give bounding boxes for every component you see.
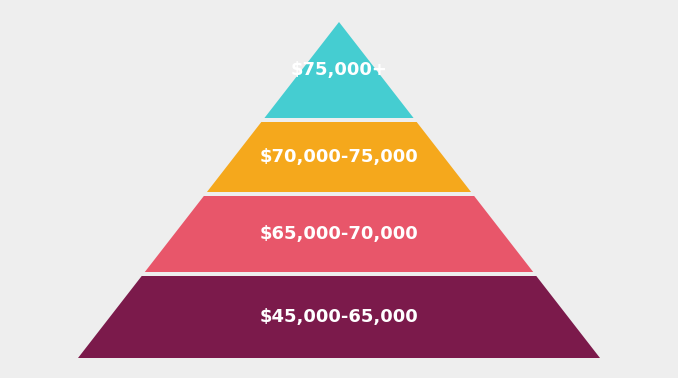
Polygon shape [78,276,600,358]
Polygon shape [207,122,471,192]
Polygon shape [264,22,414,118]
Text: $70,000-75,000: $70,000-75,000 [260,148,418,166]
Text: $75,000+: $75,000+ [291,61,387,79]
Polygon shape [145,196,533,272]
Text: $65,000-70,000: $65,000-70,000 [260,225,418,243]
Text: $45,000-65,000: $45,000-65,000 [260,308,418,326]
